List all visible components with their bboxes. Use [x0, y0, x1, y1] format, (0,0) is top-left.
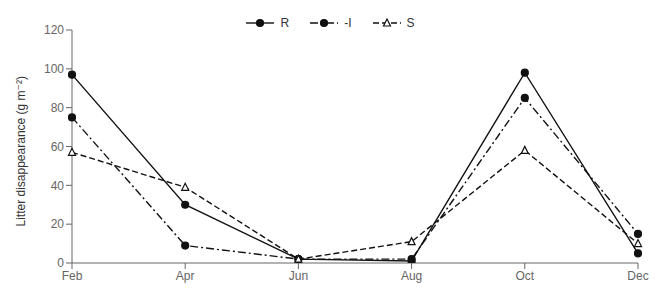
svg-text:Apr: Apr — [176, 269, 195, 283]
svg-text:Dec: Dec — [627, 269, 648, 283]
svg-text:Oct: Oct — [515, 269, 534, 283]
svg-text:Aug: Aug — [401, 269, 422, 283]
html-text:R: R — [280, 16, 290, 30]
svg-text:Litter disappearance (g m⁻²): Litter disappearance (g m⁻²) — [14, 76, 28, 226]
svg-text:120: 120 — [44, 23, 64, 37]
svg-text:40: 40 — [51, 179, 65, 193]
html-text:-I: -I — [344, 16, 352, 30]
html-text:S: S — [406, 16, 415, 30]
svg-text:80: 80 — [51, 101, 65, 115]
svg-text:0: 0 — [57, 256, 64, 270]
svg-text:20: 20 — [51, 217, 65, 231]
svg-text:Jun: Jun — [289, 269, 308, 283]
svg-text:Feb: Feb — [62, 269, 83, 283]
svg-text:60: 60 — [51, 140, 65, 154]
svg-text:100: 100 — [44, 62, 64, 76]
